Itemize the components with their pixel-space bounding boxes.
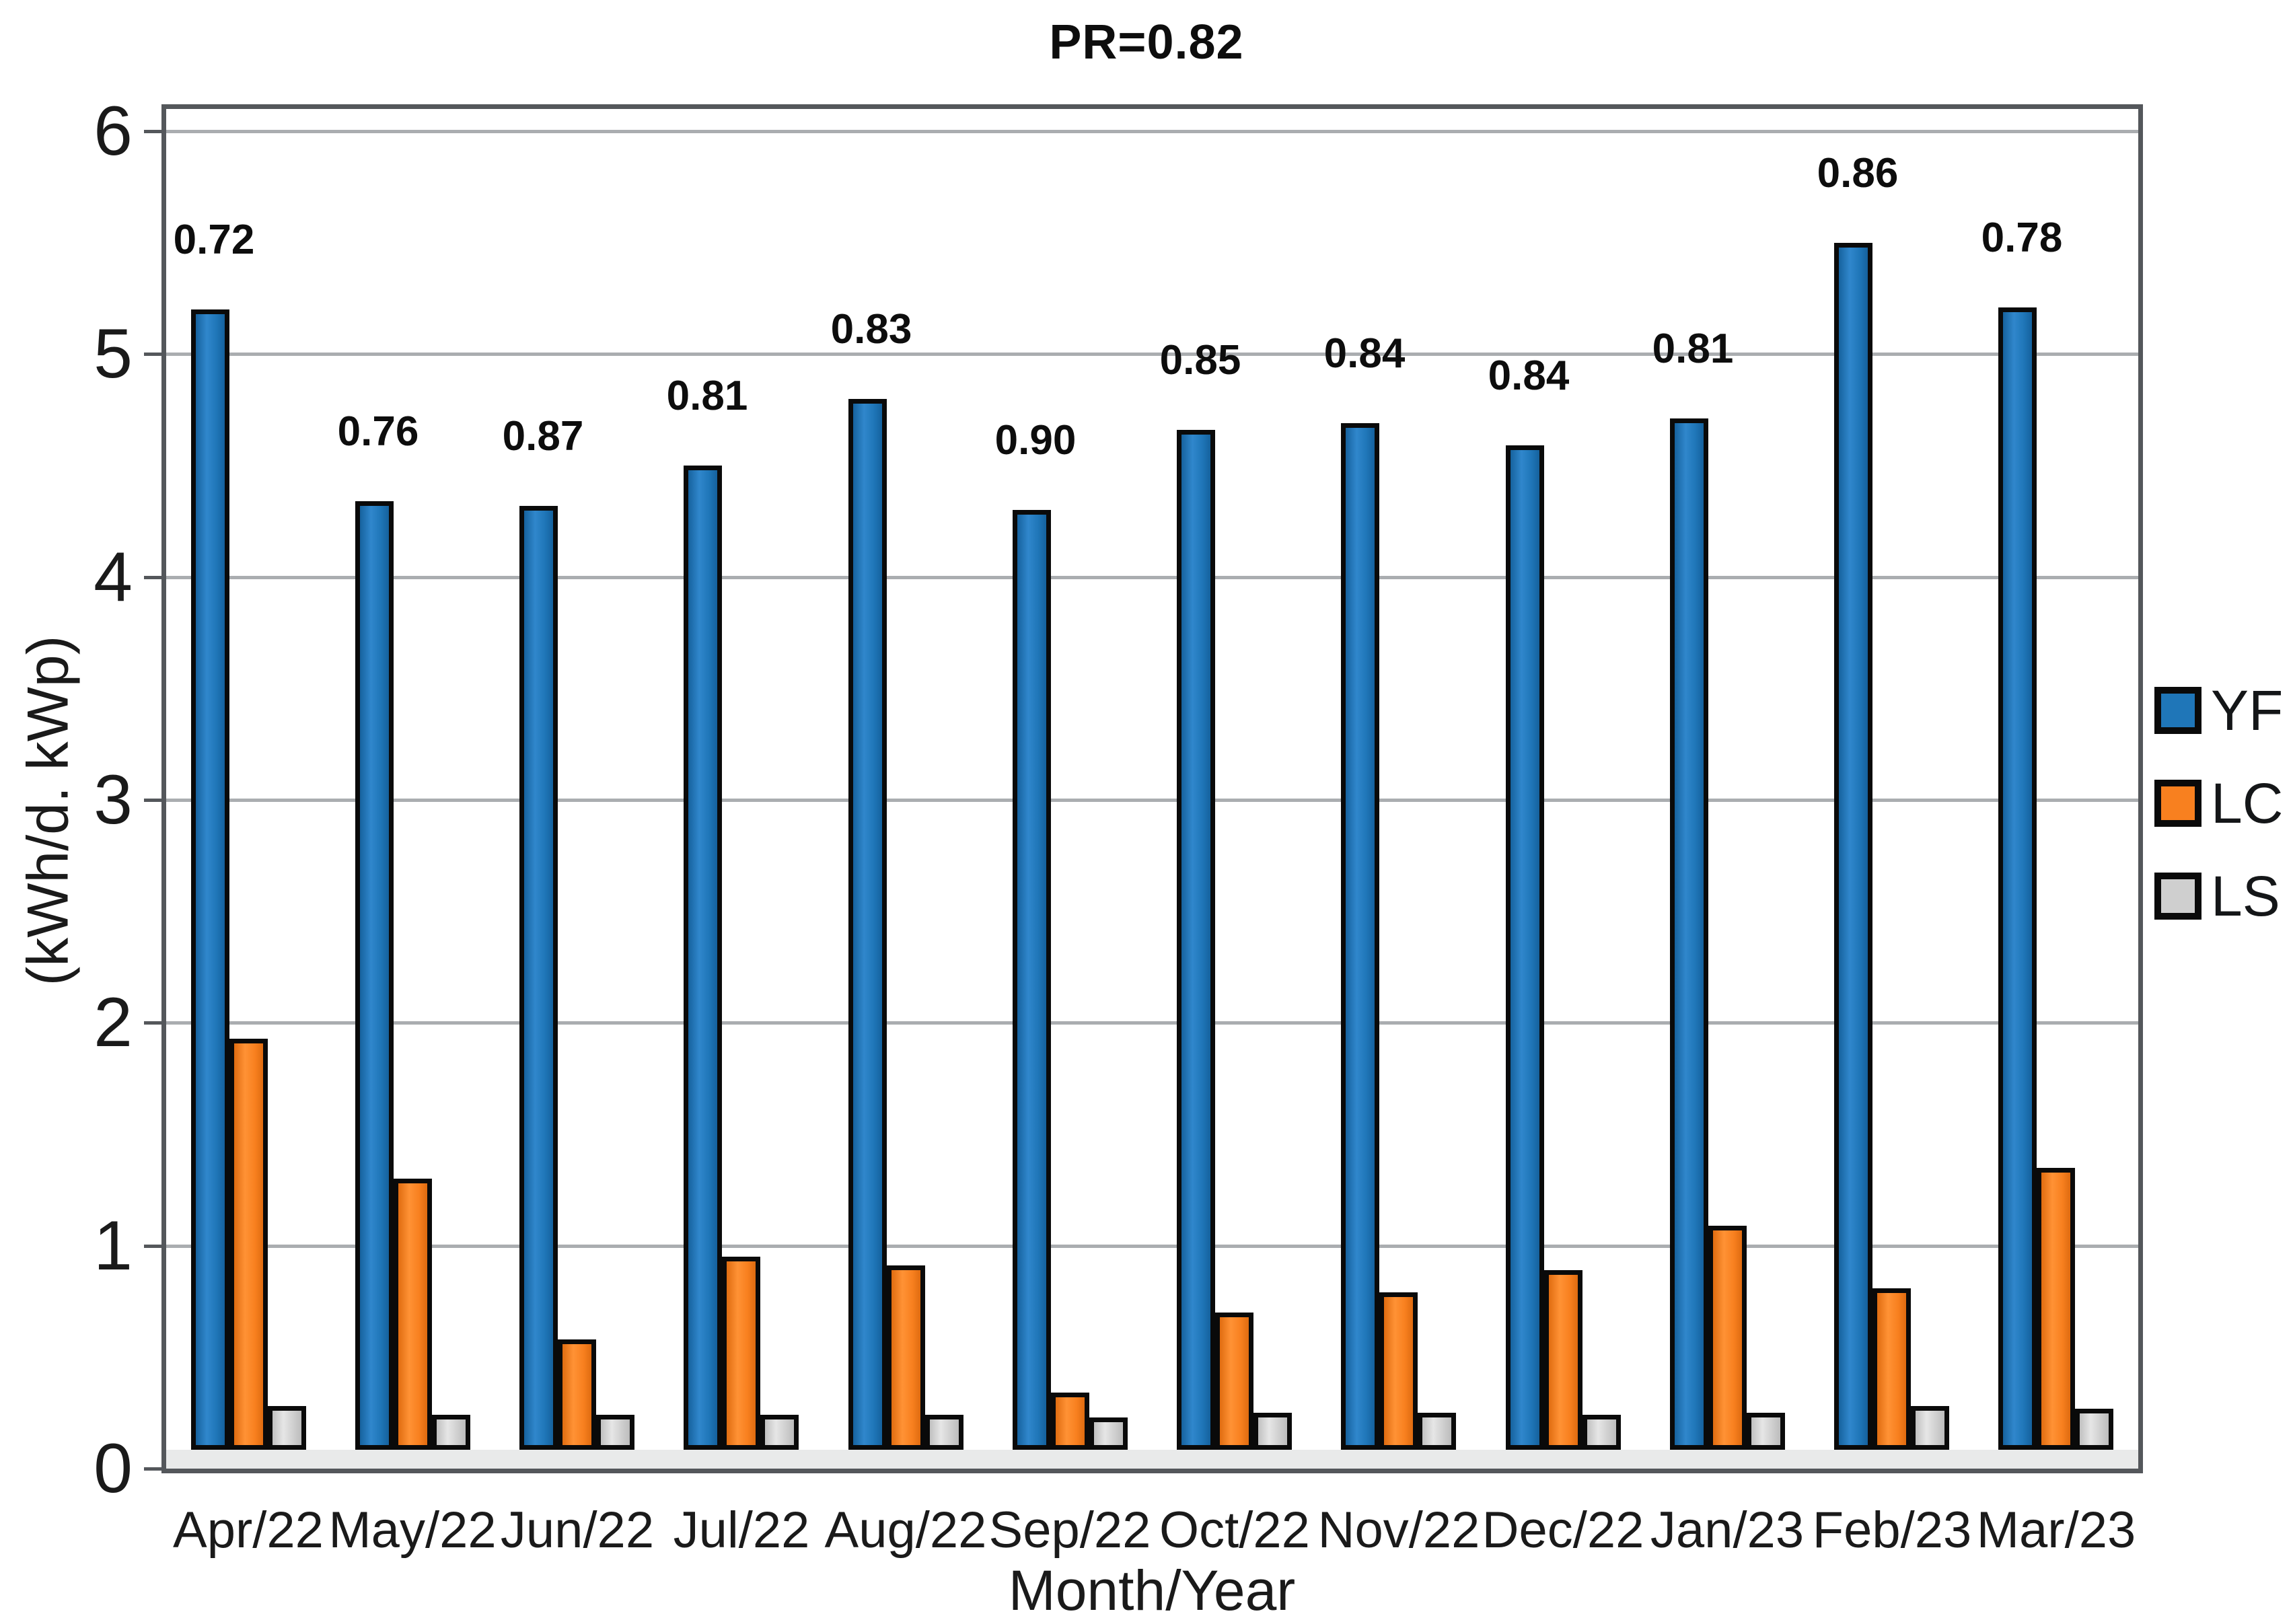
bar-yf-nov-22 (1341, 423, 1379, 1450)
pr-data-label-jul-22: 0.81 (666, 373, 748, 419)
bar-ls-oct-22 (1253, 1413, 1292, 1450)
pr-data-label-nov-22: 0.84 (1323, 330, 1406, 377)
x-tick-label-mar-23: Mar/23 (1976, 1502, 2136, 1559)
x-tick-label-may-22: May/22 (328, 1502, 497, 1559)
bar-yf-apr-22 (191, 309, 229, 1450)
bar-ls-jul-22 (760, 1415, 799, 1450)
y-tick-mark-3 (144, 799, 161, 802)
bar-yf-dec-22 (1506, 445, 1544, 1450)
legend: YF LC LS (2154, 681, 2283, 959)
legend-item-yf: YF (2154, 681, 2283, 740)
gridline-y6 (166, 130, 2138, 133)
legend-label-lc: LC (2211, 772, 2284, 835)
x-tick-label-nov-22: Nov/22 (1317, 1502, 1480, 1559)
pr-data-label-jun-22: 0.87 (502, 413, 584, 459)
pr-data-label-jan-23: 0.81 (1652, 326, 1734, 372)
x-tick-label-jul-22: Jul/22 (673, 1502, 810, 1559)
y-tick-label-6: 6 (94, 92, 133, 170)
chart-title: PR=0.82 (1049, 15, 1244, 69)
y-tick-mark-6 (144, 130, 161, 133)
bar-lc-jan-23 (1708, 1226, 1747, 1450)
x-tick-label-sep-22: Sep/22 (988, 1502, 1151, 1559)
plot-area: 0.72 0.76 0.87 0.81 0.83 0.90 0.85 0.84 0.84 0.81… (144, 104, 2143, 1473)
bar-ls-nov-22 (1418, 1413, 1456, 1450)
pr-data-label-may-22: 0.76 (337, 408, 419, 455)
legend-label-yf: YF (2211, 679, 2284, 742)
gridline-y3 (166, 799, 2138, 802)
bar-lc-jul-22 (722, 1257, 760, 1450)
bar-ls-mar-23 (2075, 1409, 2113, 1450)
pr-data-label-feb-23: 0.86 (1817, 150, 1899, 196)
bar-yf-may-22 (355, 501, 394, 1450)
y-tick-label-3: 3 (94, 761, 133, 839)
gridline-y4 (166, 575, 2138, 579)
y-tick-mark-5 (144, 353, 161, 357)
bar-yf-sep-22 (1013, 510, 1051, 1450)
y-tick-label-5: 5 (94, 315, 133, 393)
bar-ls-jan-23 (1747, 1413, 1785, 1450)
bar-yf-mar-23 (1998, 307, 2037, 1450)
bar-yf-aug-22 (848, 399, 887, 1450)
x-tick-label-aug-22: Aug/22 (824, 1502, 987, 1559)
legend-swatch-lc-icon (2154, 780, 2201, 827)
bar-lc-oct-22 (1215, 1313, 1253, 1450)
plot-canvas: 0.72 0.76 0.87 0.81 0.83 0.90 0.85 0.84 0.84 0.81… (144, 109, 2138, 1471)
y-tick-label-2: 2 (94, 984, 133, 1062)
bar-ls-may-22 (432, 1415, 470, 1450)
y-tick-label-1: 1 (94, 1207, 133, 1285)
y-tick-mark-0 (144, 1467, 161, 1471)
bar-lc-dec-22 (1544, 1270, 1582, 1450)
gridline-y2 (166, 1021, 2138, 1025)
legend-item-ls: LS (2154, 866, 2283, 926)
x-tick-label-dec-22: Dec/22 (1482, 1502, 1644, 1559)
bar-lc-mar-23 (2037, 1168, 2075, 1450)
bar-lc-nov-22 (1379, 1292, 1418, 1450)
bar-lc-jun-22 (558, 1339, 596, 1450)
x-tick-label-jun-22: Jun/22 (500, 1502, 655, 1559)
y-tick-mark-4 (144, 575, 161, 579)
gridline-y5 (166, 353, 2138, 357)
bar-yf-feb-23 (1834, 243, 1872, 1450)
gridline-y1 (166, 1244, 2138, 1248)
x-tick-label-oct-22: Oct/22 (1159, 1502, 1310, 1559)
y-tick-mark-2 (144, 1021, 161, 1025)
pr-data-label-aug-22: 0.83 (830, 306, 912, 353)
bar-ls-jun-22 (596, 1415, 634, 1450)
y-tick-label-0: 0 (94, 1430, 133, 1508)
bar-ls-feb-23 (1911, 1406, 1949, 1450)
pr-data-label-apr-22: 0.72 (173, 217, 255, 263)
x-tick-label-jan-23: Jan/23 (1650, 1502, 1805, 1559)
x-tick-label-feb-23: Feb/23 (1812, 1502, 1972, 1559)
legend-label-ls: LS (2211, 864, 2280, 928)
bar-lc-feb-23 (1872, 1288, 1911, 1450)
baseline-band (166, 1450, 2138, 1469)
legend-swatch-ls-icon (2154, 873, 2201, 920)
pr-data-label-mar-23: 0.78 (1981, 215, 2063, 261)
bar-yf-jun-22 (519, 506, 558, 1450)
bar-yf-jan-23 (1670, 418, 1708, 1450)
x-axis-title: Month/Year (1008, 1559, 1296, 1622)
pr-data-label-oct-22: 0.85 (1159, 337, 1241, 383)
bar-lc-sep-22 (1051, 1393, 1089, 1450)
bar-yf-oct-22 (1177, 430, 1215, 1450)
legend-swatch-yf-icon (2154, 687, 2201, 734)
bar-yf-jul-22 (684, 466, 722, 1450)
bar-lc-apr-22 (229, 1039, 268, 1450)
bar-ls-aug-22 (925, 1415, 963, 1450)
legend-item-lc: LC (2154, 774, 2283, 833)
pr-data-label-sep-22: 0.90 (994, 417, 1077, 464)
x-tick-label-apr-22: Apr/22 (173, 1502, 324, 1559)
bar-lc-may-22 (394, 1179, 432, 1450)
bar-ls-dec-22 (1582, 1415, 1621, 1450)
y-tick-mark-1 (144, 1244, 161, 1248)
y-tick-label-4: 4 (94, 538, 133, 616)
bar-lc-aug-22 (887, 1265, 925, 1450)
bar-ls-apr-22 (268, 1406, 306, 1450)
pr-data-label-dec-22: 0.84 (1488, 353, 1570, 399)
bar-ls-sep-22 (1089, 1417, 1128, 1450)
